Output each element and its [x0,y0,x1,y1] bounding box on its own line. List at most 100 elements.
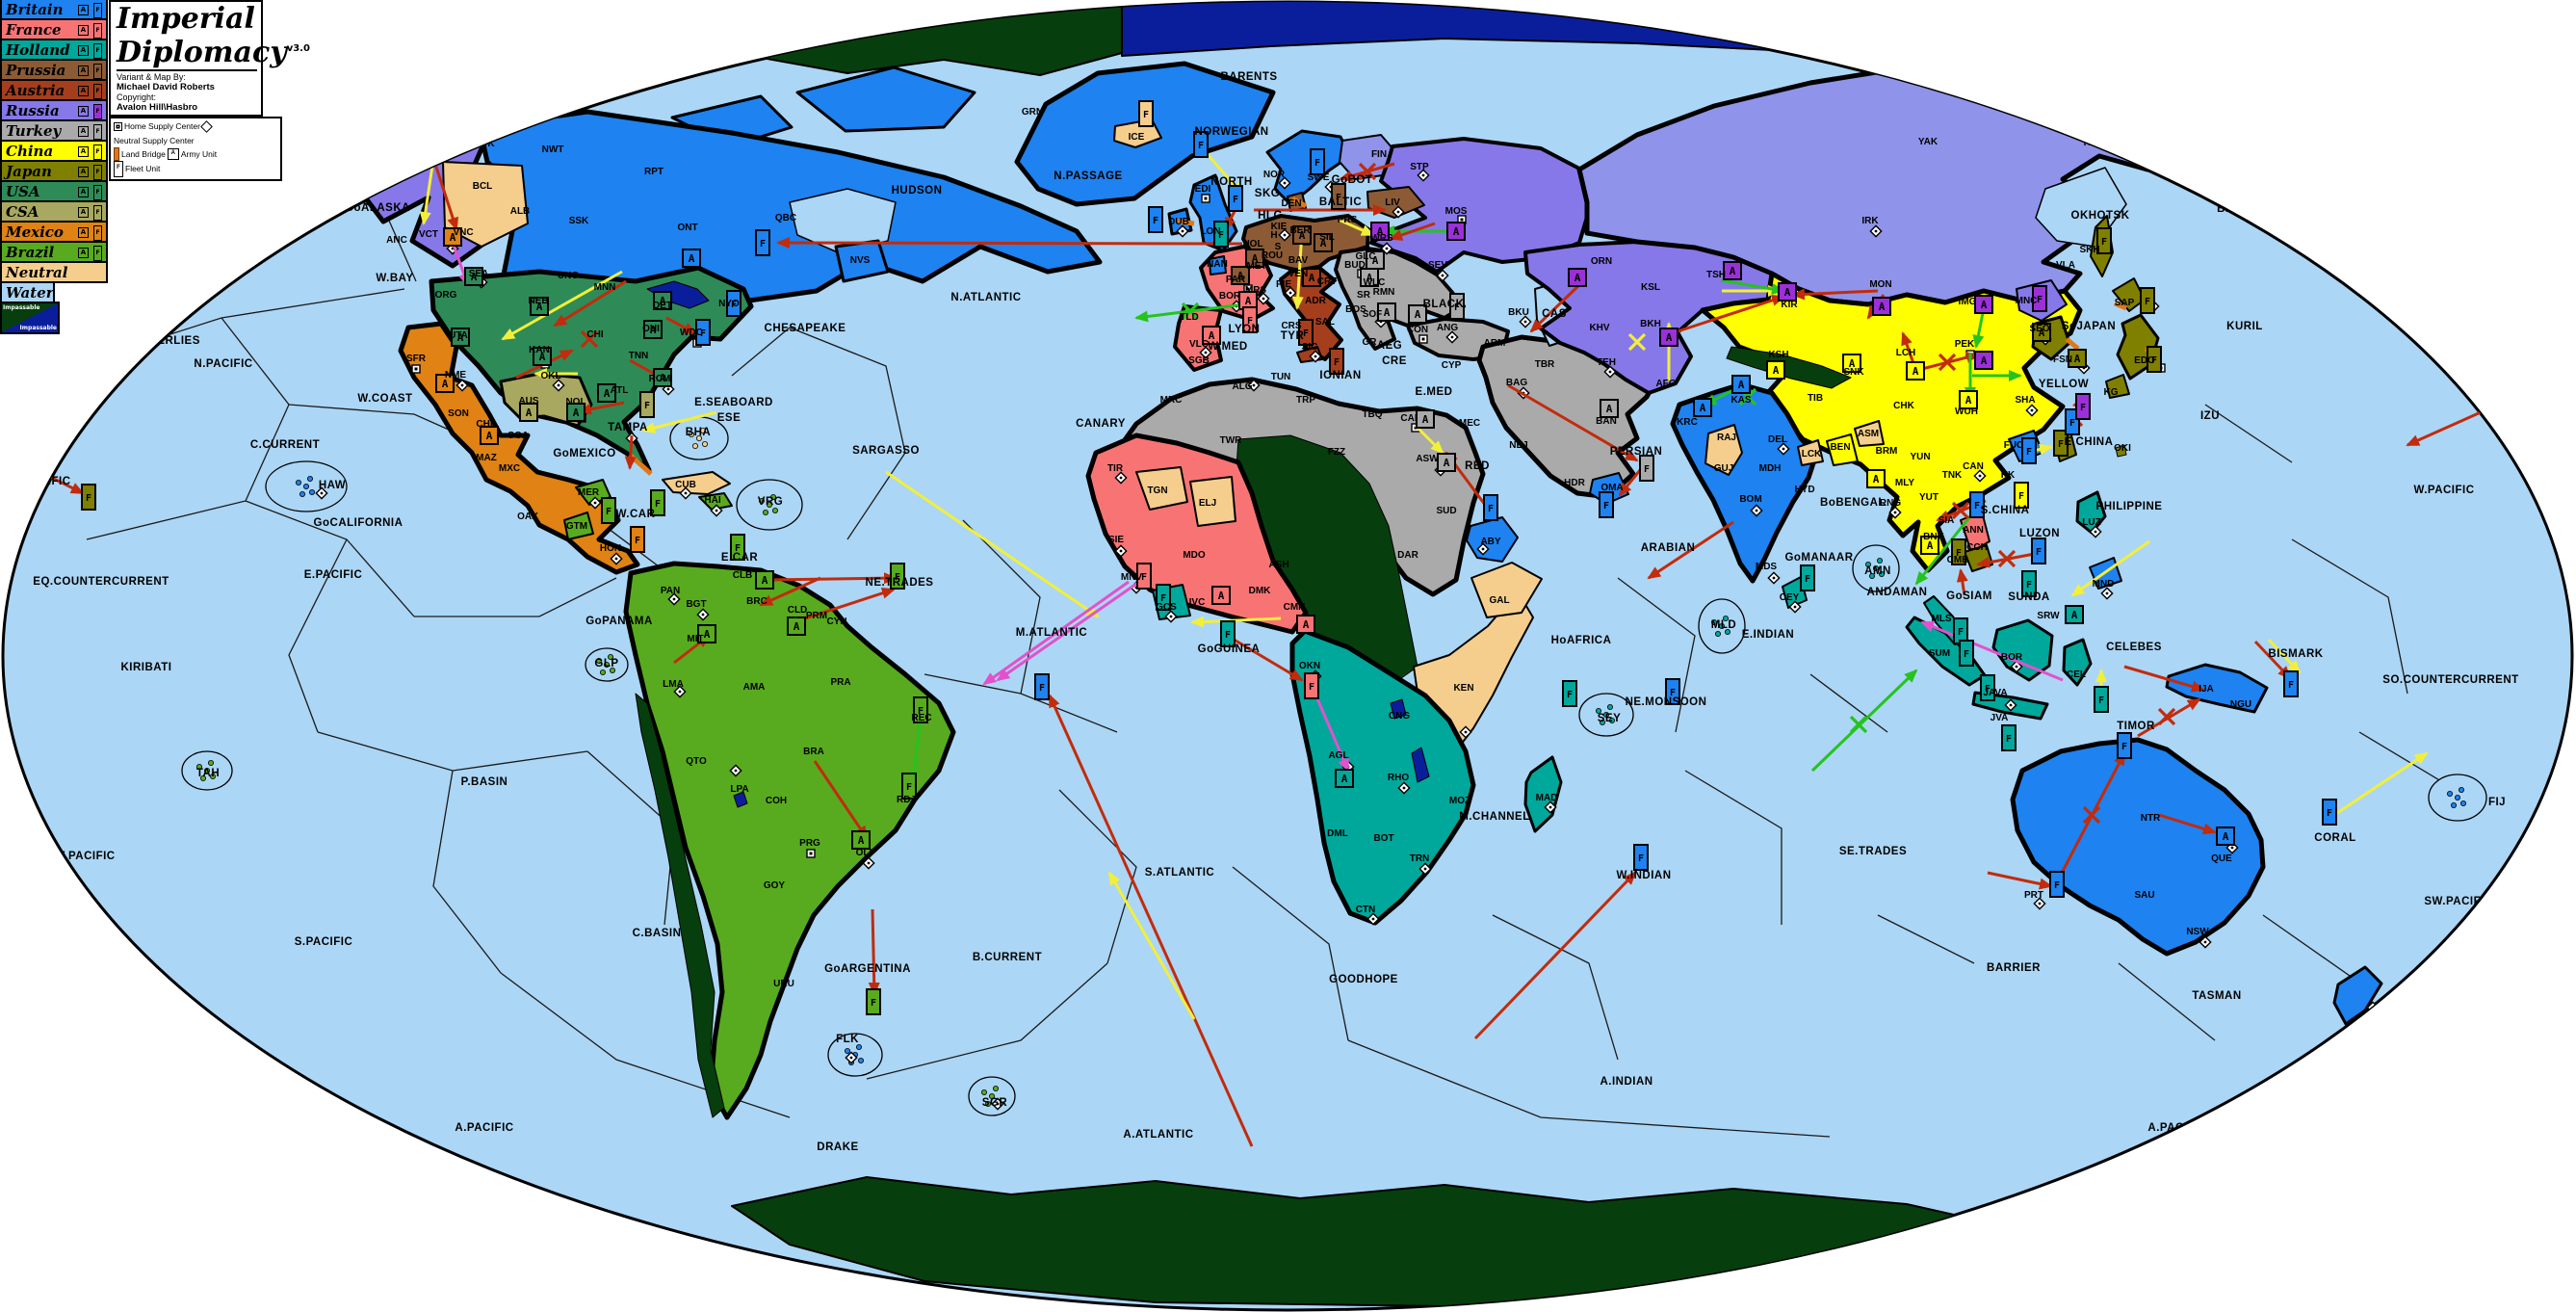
fleet-unit-hol[interactable] [1800,564,1815,591]
region-borneo[interactable] [1991,618,2054,682]
fleet-unit-bri[interactable] [2322,799,2337,826]
fleet-unit-hol[interactable] [2094,686,2109,713]
fleet-unit-aus[interactable] [1329,348,1344,375]
region-celebes-isl[interactable] [2062,638,2093,687]
army-unit-usa[interactable] [653,291,672,310]
region-haiti[interactable] [698,492,733,511]
legend-row-mexico[interactable]: Mexico A F [0,221,108,243]
fleet-unit-hol[interactable] [1980,674,1995,701]
army-unit-tur[interactable] [1437,453,1456,472]
fleet-unit-bri[interactable] [2021,437,2037,464]
region-elj[interactable] [1189,476,1236,527]
region-south-africa[interactable] [1289,628,1476,926]
region-new-zealand[interactable] [2332,965,2383,1026]
legend-row-russia[interactable]: Russia A F [0,99,108,121]
army-unit-tur[interactable] [1360,268,1379,287]
army-unit-bri[interactable] [1731,375,1751,394]
region-asm[interactable] [1854,420,1885,447]
fleet-unit-bri[interactable] [1193,131,1209,158]
region-luzon[interactable] [2075,490,2107,535]
fleet-unit-csa[interactable] [639,391,655,418]
army-unit-jap[interactable] [2032,323,2051,342]
region-gtm[interactable] [563,512,594,540]
legend-row-britain[interactable]: Britain A F [0,0,108,20]
army-unit-tur[interactable] [1377,302,1396,322]
fleet-unit-bra[interactable] [730,534,745,561]
army-unit-bra[interactable] [697,624,716,643]
legend-row-usa[interactable]: USA A F [0,180,108,202]
fleet-unit-bri[interactable] [1665,678,1680,705]
fleet-unit-hol[interactable] [1562,680,1577,707]
army-unit-chn[interactable] [1906,361,1925,380]
army-unit-tur[interactable] [1408,304,1427,324]
region-arctic-isles-e[interactable] [795,66,976,133]
fleet-unit-bri[interactable] [2117,732,2132,759]
army-unit-bri[interactable] [2216,827,2235,846]
fleet-unit-bri[interactable] [2049,871,2065,898]
army-unit-pru[interactable] [1231,266,1250,285]
fleet-unit-bri[interactable] [726,290,742,317]
region-antarctica[interactable] [731,1176,1985,1307]
army-unit-bri[interactable] [682,249,701,268]
army-unit-csa[interactable] [519,403,538,422]
region-lck[interactable] [1797,439,1824,466]
region-lake-malawi[interactable] [1411,747,1430,783]
army-unit-aus[interactable] [1302,268,1321,287]
fleet-unit-jap[interactable] [1951,538,1966,565]
army-unit-mex[interactable] [480,426,499,445]
army-unit-rus[interactable] [1446,222,1466,241]
army-unit-bra[interactable] [755,570,774,590]
fleet-unit-bri[interactable] [2283,670,2299,697]
fleet-unit-mex[interactable] [630,526,645,553]
army-unit-bra[interactable] [787,617,806,636]
army-unit-chn[interactable] [1766,360,1785,380]
fleet-unit-hol[interactable] [1156,584,1171,611]
army-unit-rus[interactable] [1778,282,1797,302]
army-unit-tur[interactable] [1416,409,1435,429]
fleet-unit-rus[interactable] [422,133,437,160]
region-australia[interactable] [2010,737,2266,957]
region-tgn[interactable] [1135,466,1188,511]
fleet-unit-tur[interactable] [1639,455,1654,482]
region-okinawa[interactable] [2115,444,2127,458]
region-kyushu[interactable] [2105,374,2130,399]
fleet-unit-bra[interactable] [866,988,881,1015]
legend-row-turkey[interactable]: Turkey A F [0,119,108,142]
army-unit-mex[interactable] [443,227,462,247]
fleet-unit-fra[interactable] [1136,563,1152,590]
legend-row-holland[interactable]: Holland A F [0,39,108,61]
fleet-unit-bri[interactable] [755,229,770,256]
army-unit-fra[interactable] [1211,586,1231,605]
army-unit-usa[interactable] [464,267,483,286]
fleet-unit-bra[interactable] [901,773,917,800]
fleet-unit-bri[interactable] [1148,206,1163,233]
fleet-unit-bri[interactable] [2031,538,2046,564]
fleet-unit-bra[interactable] [650,489,665,516]
army-unit-hol[interactable] [1335,769,1354,788]
region-madagascar[interactable] [1523,755,1563,833]
army-unit-mex[interactable] [435,374,455,393]
fleet-unit-bri[interactable] [1969,491,1985,518]
army-unit-usa[interactable] [566,403,585,422]
army-unit-usa[interactable] [653,368,672,387]
legend-row-china[interactable]: China A F [0,140,108,162]
fleet-unit-bra[interactable] [890,563,905,590]
army-unit-chn[interactable] [1842,354,1861,373]
legend-row-neutral[interactable]: Neutral [0,261,108,283]
army-unit-rus[interactable] [1872,297,1891,316]
region-andes[interactable] [635,693,725,1118]
army-unit-usa[interactable] [451,328,470,347]
fleet-unit-bri[interactable] [1310,148,1325,175]
legend-row-prussia[interactable]: Prussia A F [0,59,108,81]
region-south-america[interactable] [623,561,956,1120]
region-gal[interactable] [1470,562,1543,618]
army-unit-tur[interactable] [1600,399,1619,418]
fleet-unit-chn[interactable] [2014,482,2029,509]
region-new-guinea[interactable] [2165,663,2269,714]
fleet-unit-neu[interactable] [1138,100,1154,127]
fleet-unit-bri[interactable] [1228,185,1243,212]
army-unit-rus[interactable] [1974,295,1993,314]
army-unit-rus[interactable] [1974,351,1993,370]
army-unit-bra[interactable] [851,830,871,850]
